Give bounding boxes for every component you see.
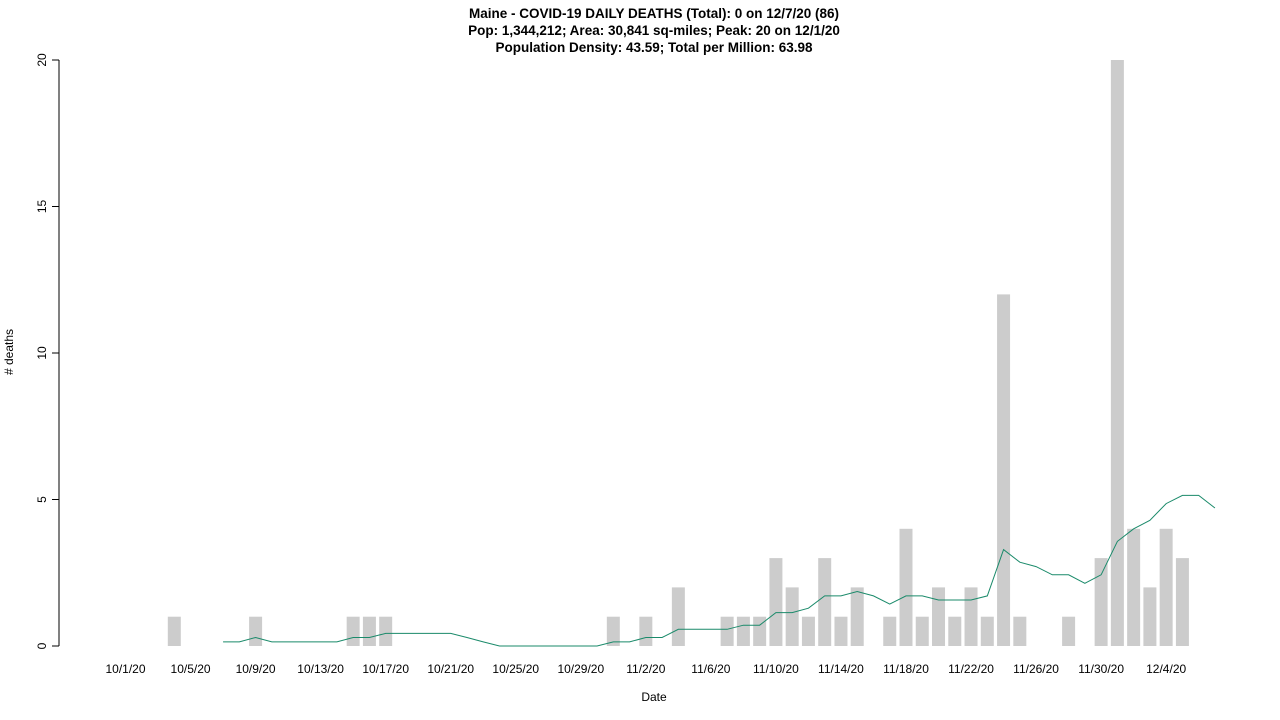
bar-series <box>167 60 1189 646</box>
bar <box>639 616 653 646</box>
bar <box>167 616 181 646</box>
bar <box>671 587 685 646</box>
y-tick-label: 0 <box>35 642 49 649</box>
x-tick-label: 10/1/20 <box>105 662 145 676</box>
x-tick-label: 11/30/20 <box>1078 662 1124 676</box>
bar <box>915 616 929 646</box>
x-axis: 10/1/20 10/5/20 10/9/20 10/13/20 10/17/20 10/… <box>105 662 1186 676</box>
bar <box>1062 616 1076 646</box>
chart-title: Maine - COVID-19 DAILY DEATHS (Total): 0… <box>468 6 840 21</box>
bar <box>818 558 832 646</box>
x-tick-label: 10/5/20 <box>171 662 211 676</box>
x-tick-label: 11/22/20 <box>948 662 994 676</box>
bar <box>997 294 1011 646</box>
bar <box>1094 558 1108 646</box>
x-tick-label: 11/10/20 <box>753 662 799 676</box>
bar <box>801 616 815 646</box>
x-tick-label: 12/4/20 <box>1146 662 1186 676</box>
x-tick-label: 10/13/20 <box>297 662 344 676</box>
bar <box>346 616 360 646</box>
bar <box>1127 528 1141 646</box>
y-axis-label: # deaths <box>2 328 16 376</box>
x-tick-label: 10/29/20 <box>557 662 604 676</box>
bar <box>1159 528 1173 646</box>
bar <box>1110 60 1124 646</box>
bar <box>249 616 263 646</box>
x-tick-label: 10/25/20 <box>492 662 539 676</box>
x-tick-label: 11/2/20 <box>626 662 665 676</box>
bar <box>948 616 962 646</box>
chart-subtitle-2: Population Density: 43.59; Total per Mil… <box>495 40 813 55</box>
y-tick-label: 5 <box>35 496 49 503</box>
chart-subtitle: Pop: 1,344,212; Area: 30,841 sq-miles; P… <box>468 23 840 38</box>
bar <box>932 587 946 646</box>
y-tick-label: 20 <box>35 53 49 67</box>
y-tick-label: 15 <box>35 200 49 214</box>
bar <box>1143 587 1157 646</box>
bar <box>785 587 799 646</box>
bar <box>883 616 897 646</box>
bar <box>1013 616 1027 646</box>
bar <box>850 587 864 646</box>
x-tick-label: 11/26/20 <box>1013 662 1059 676</box>
x-tick-label: 11/18/20 <box>883 662 929 676</box>
x-tick-label: 11/14/20 <box>818 662 864 676</box>
bar <box>362 616 376 646</box>
bar <box>379 616 393 646</box>
x-tick-label: 10/17/20 <box>362 662 409 676</box>
y-axis: 0 5 10 15 20 <box>35 53 60 649</box>
x-tick-label: 10/21/20 <box>427 662 474 676</box>
bar <box>606 616 620 646</box>
bar <box>1175 558 1189 646</box>
x-axis-label: Date <box>641 690 667 704</box>
bar <box>834 616 848 646</box>
moving-average-series <box>223 494 1216 647</box>
bar <box>980 616 994 646</box>
bar <box>720 616 734 646</box>
bar <box>964 587 978 646</box>
x-tick-label: 10/9/20 <box>236 662 276 676</box>
bar <box>753 616 767 646</box>
bar <box>769 558 783 646</box>
x-tick-label: 11/6/20 <box>691 662 730 676</box>
bar <box>736 616 750 646</box>
bar <box>899 528 913 646</box>
y-tick-label: 10 <box>35 346 49 360</box>
average-line <box>223 494 1216 647</box>
